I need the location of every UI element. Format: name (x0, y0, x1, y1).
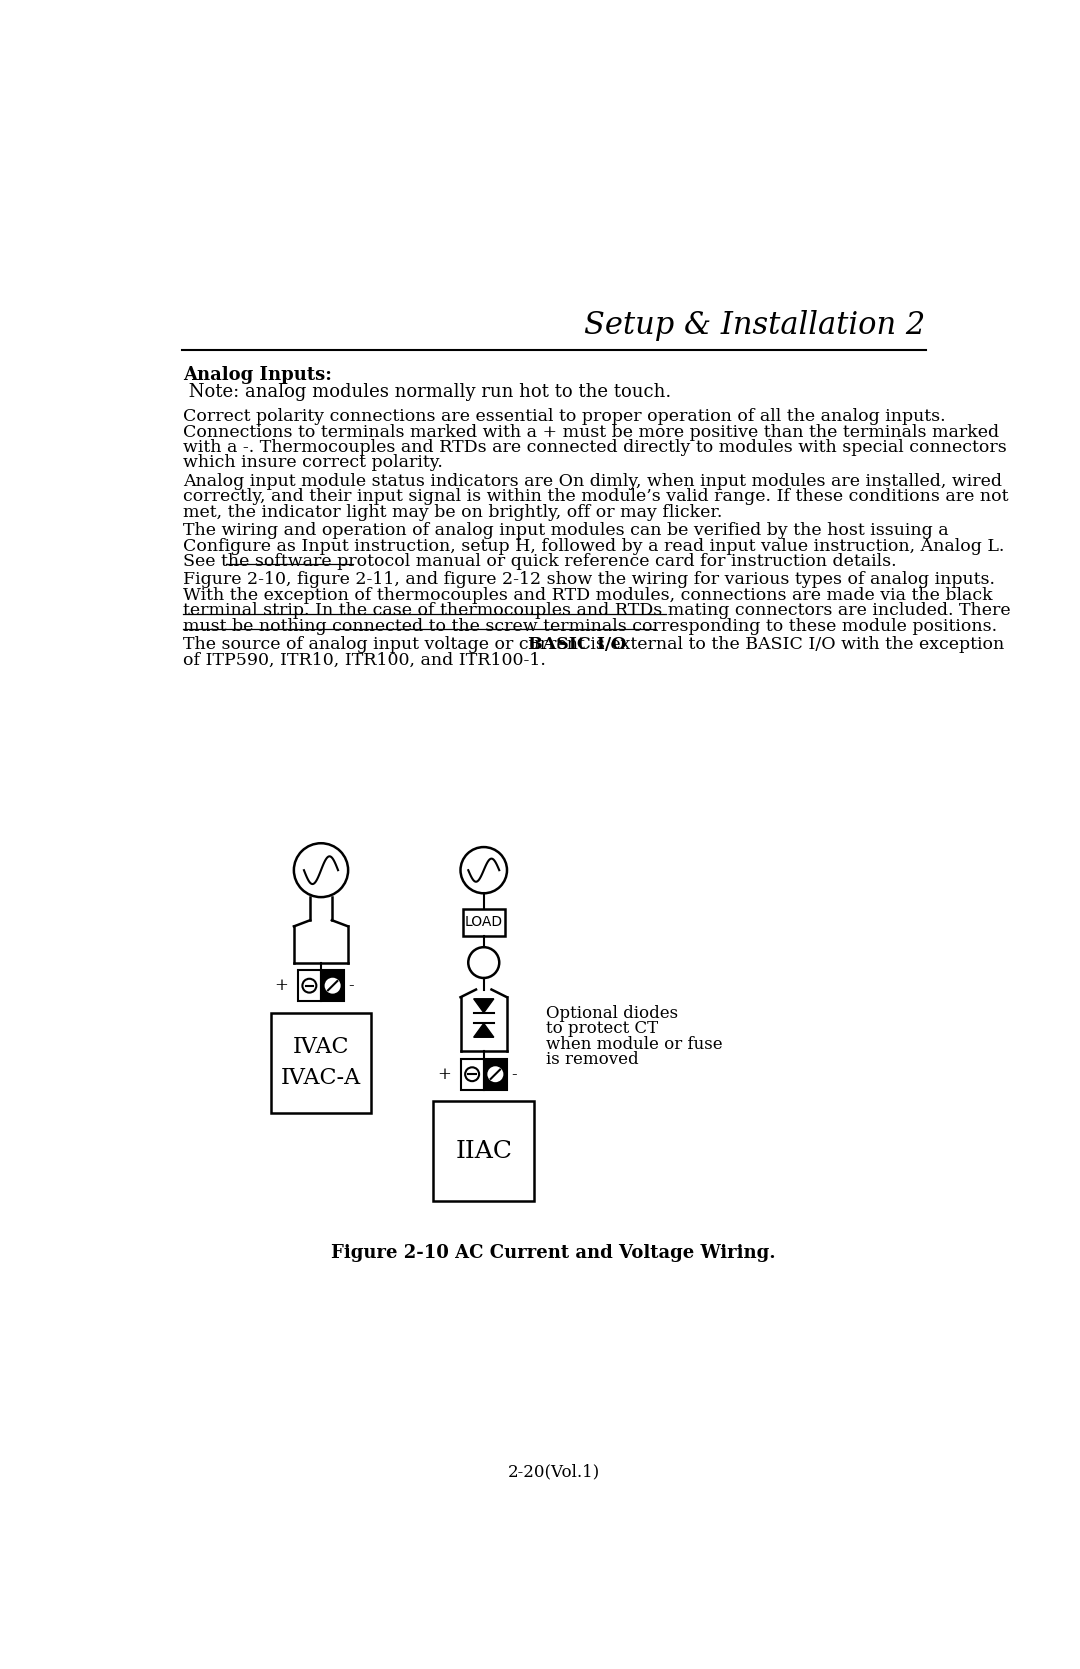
Text: IIAC: IIAC (456, 1140, 512, 1163)
Text: The source of analog input voltage or current is external to the BASIC I/O with : The source of analog input voltage or cu… (183, 636, 1004, 653)
Text: Setup & Installation 2: Setup & Installation 2 (584, 310, 926, 340)
Bar (484, 1058, 507, 1090)
Text: 2-20(Vol.1): 2-20(Vol.1) (508, 1464, 599, 1480)
Polygon shape (474, 1023, 494, 1036)
Circle shape (488, 1066, 502, 1082)
Bar (271, 1013, 372, 1113)
Text: Correct polarity connections are essential to proper operation of all the analog: Correct polarity connections are essenti… (183, 409, 946, 426)
Text: is removed: is removed (545, 1051, 638, 1068)
Bar (298, 970, 321, 1001)
Text: Analog Inputs:: Analog Inputs: (183, 366, 332, 384)
Text: Configure as Input instruction, setup H, followed by a read input value instruct: Configure as Input instruction, setup H,… (183, 537, 1004, 554)
Bar (321, 970, 345, 1001)
Text: with a -. Thermocouples and RTDs are connected directly to modules with special : with a -. Thermocouples and RTDs are con… (183, 439, 1007, 456)
Text: terminal strip. In the case of thermocouples and RTDs mating connectors are incl: terminal strip. In the case of thermocou… (183, 603, 1011, 619)
Text: See the software protocol manual or quick reference card for instruction details: See the software protocol manual or quic… (183, 552, 896, 569)
Text: BASIC I/O: BASIC I/O (528, 636, 626, 653)
Text: +: + (274, 976, 288, 995)
Text: to protect CT: to protect CT (545, 1020, 658, 1038)
Bar (460, 1058, 484, 1090)
Text: Optional diodes: Optional diodes (545, 1005, 678, 1021)
Bar (463, 908, 505, 936)
Text: The wiring and operation of analog input modules can be verified by the host iss: The wiring and operation of analog input… (183, 522, 948, 539)
Text: +: + (437, 1066, 451, 1083)
Text: met, the indicator light may be on brightly, off or may flicker.: met, the indicator light may be on brigh… (183, 504, 723, 521)
Text: LOAD: LOAD (464, 915, 503, 928)
Text: -: - (348, 976, 354, 995)
Text: which insure correct polarity.: which insure correct polarity. (183, 454, 443, 471)
Text: Figure 2-10, figure 2-11, and figure 2-12 show the wiring for various types of a: Figure 2-10, figure 2-11, and figure 2-1… (183, 571, 995, 589)
Text: -: - (511, 1066, 516, 1083)
Text: when module or fuse: when module or fuse (545, 1036, 723, 1053)
Circle shape (326, 978, 339, 993)
Text: Analog input module status indicators are On dimly, when input modules are insta: Analog input module status indicators ar… (183, 472, 1002, 491)
Text: Connections to terminals marked with a + must be more positive than the terminal: Connections to terminals marked with a +… (183, 424, 999, 441)
Text: correctly, and their input signal is within the module’s valid range. If these c: correctly, and their input signal is wit… (183, 489, 1009, 506)
Text: must be nothing connected to the screw terminals corresponding to these module p: must be nothing connected to the screw t… (183, 618, 997, 634)
Text: With the exception of thermocouples and RTD modules, connections are made via th: With the exception of thermocouples and … (183, 587, 993, 604)
Polygon shape (474, 998, 494, 1013)
Text: Figure 2-10 AC Current and Voltage Wiring.: Figure 2-10 AC Current and Voltage Wirin… (332, 1243, 775, 1262)
Text: IVAC
IVAC-A: IVAC IVAC-A (281, 1036, 361, 1088)
Bar (433, 1102, 535, 1202)
Text: of ITP590, ITR10, ITR100, and ITR100-1.: of ITP590, ITR10, ITR100, and ITR100-1. (183, 651, 545, 669)
Text: Note: analog modules normally run hot to the touch.: Note: analog modules normally run hot to… (183, 382, 672, 401)
